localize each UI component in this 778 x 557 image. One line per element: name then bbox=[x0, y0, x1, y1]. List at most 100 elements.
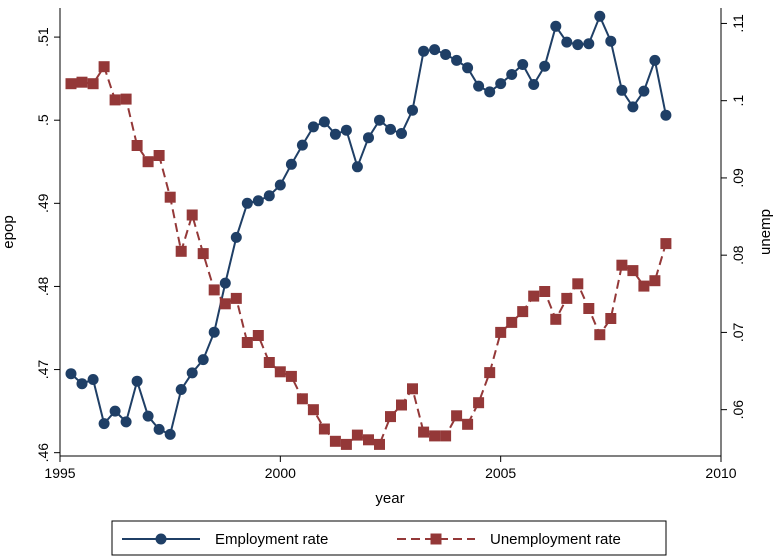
data-point bbox=[65, 368, 77, 380]
data-point bbox=[285, 370, 297, 382]
data-point bbox=[451, 410, 463, 422]
data-point bbox=[517, 306, 529, 318]
right-tick-label: .08 bbox=[730, 245, 746, 265]
data-point bbox=[561, 36, 573, 48]
data-point bbox=[340, 438, 352, 450]
series-employment-rate bbox=[65, 10, 672, 440]
data-point bbox=[594, 329, 606, 341]
data-point bbox=[396, 128, 407, 139]
data-point bbox=[329, 128, 341, 140]
left-tick-label: .5 bbox=[35, 114, 51, 126]
y-axis-right-title: unemp bbox=[757, 209, 774, 255]
data-point bbox=[307, 404, 319, 416]
data-point bbox=[484, 367, 496, 379]
x-tick-label: 2005 bbox=[485, 465, 516, 481]
data-point bbox=[219, 298, 231, 310]
data-point bbox=[616, 84, 628, 96]
left-axis-ticks: .46 .47 .48 .49 .5 .51 bbox=[35, 27, 60, 462]
data-point bbox=[429, 430, 441, 442]
data-point bbox=[462, 62, 474, 74]
data-point bbox=[396, 399, 407, 411]
data-point bbox=[131, 375, 143, 387]
data-point bbox=[263, 357, 275, 368]
data-point bbox=[462, 418, 474, 430]
data-point bbox=[351, 161, 363, 173]
data-point bbox=[285, 158, 297, 170]
right-axis-ticks: .06 .07 .08 .09 .1 .11 bbox=[721, 14, 746, 419]
y-axis-left-title: epop bbox=[0, 215, 17, 248]
data-point bbox=[219, 277, 231, 289]
data-point bbox=[230, 231, 242, 243]
x-axis-ticks: 1995 2000 2005 2010 bbox=[44, 456, 737, 481]
data-point bbox=[539, 286, 551, 297]
data-point bbox=[627, 101, 639, 113]
data-point bbox=[649, 54, 661, 66]
legend-item-unemployment: Unemployment rate bbox=[397, 531, 621, 548]
data-point bbox=[109, 94, 121, 106]
legend-unemployment-label: Unemployment rate bbox=[490, 531, 621, 548]
data-point bbox=[153, 423, 165, 435]
data-point bbox=[241, 337, 253, 348]
data-point bbox=[374, 438, 385, 450]
data-point bbox=[473, 397, 485, 409]
data-point bbox=[528, 290, 540, 302]
x-tick-label: 2010 bbox=[705, 465, 736, 481]
data-point bbox=[230, 292, 242, 304]
legend-unemployment-marker-icon bbox=[430, 533, 442, 545]
data-point bbox=[385, 123, 396, 135]
data-point bbox=[241, 197, 253, 209]
right-tick-label: .06 bbox=[730, 400, 746, 420]
data-point bbox=[197, 248, 209, 260]
right-tick-label: .11 bbox=[730, 14, 746, 33]
series-layer bbox=[65, 10, 672, 450]
data-point bbox=[120, 93, 132, 105]
data-point bbox=[208, 326, 220, 338]
data-point bbox=[197, 354, 209, 366]
left-tick-label: .48 bbox=[35, 277, 51, 297]
data-point bbox=[484, 86, 496, 98]
data-point bbox=[98, 418, 110, 430]
data-point bbox=[153, 150, 165, 161]
data-point bbox=[252, 330, 264, 341]
data-point bbox=[539, 60, 551, 72]
legend-employment-label: Employment rate bbox=[215, 531, 328, 548]
left-tick-label: .49 bbox=[35, 193, 51, 213]
data-point bbox=[120, 416, 132, 428]
data-point bbox=[638, 85, 650, 97]
data-point bbox=[318, 116, 330, 128]
legend-box bbox=[111, 520, 667, 556]
data-point bbox=[351, 429, 363, 441]
right-tick-label: .1 bbox=[730, 95, 746, 107]
data-point bbox=[263, 190, 275, 202]
left-tick-label: .47 bbox=[35, 360, 51, 380]
data-point bbox=[572, 39, 584, 51]
data-point bbox=[340, 124, 352, 136]
legend: Employment rate Unemployment rate bbox=[111, 520, 667, 556]
legend-item-employment: Employment rate bbox=[122, 531, 328, 548]
data-point bbox=[318, 423, 330, 435]
data-point bbox=[186, 209, 198, 221]
data-point bbox=[583, 38, 595, 50]
data-point bbox=[451, 54, 463, 66]
data-point bbox=[440, 49, 452, 60]
data-point bbox=[274, 366, 286, 378]
legend-employment-marker-icon bbox=[155, 533, 167, 545]
x-tick-label: 1995 bbox=[44, 465, 75, 481]
data-point bbox=[76, 378, 88, 390]
data-point bbox=[473, 80, 485, 92]
data-point bbox=[594, 10, 606, 22]
data-point bbox=[252, 195, 264, 207]
data-point bbox=[418, 426, 430, 438]
data-point bbox=[561, 292, 573, 304]
data-point bbox=[495, 78, 507, 90]
data-point bbox=[572, 278, 584, 290]
data-point bbox=[175, 384, 187, 395]
data-point bbox=[418, 45, 430, 57]
data-point bbox=[274, 179, 286, 191]
data-point bbox=[164, 428, 176, 440]
data-point bbox=[440, 430, 452, 442]
data-point bbox=[660, 238, 672, 250]
data-point bbox=[98, 61, 110, 73]
